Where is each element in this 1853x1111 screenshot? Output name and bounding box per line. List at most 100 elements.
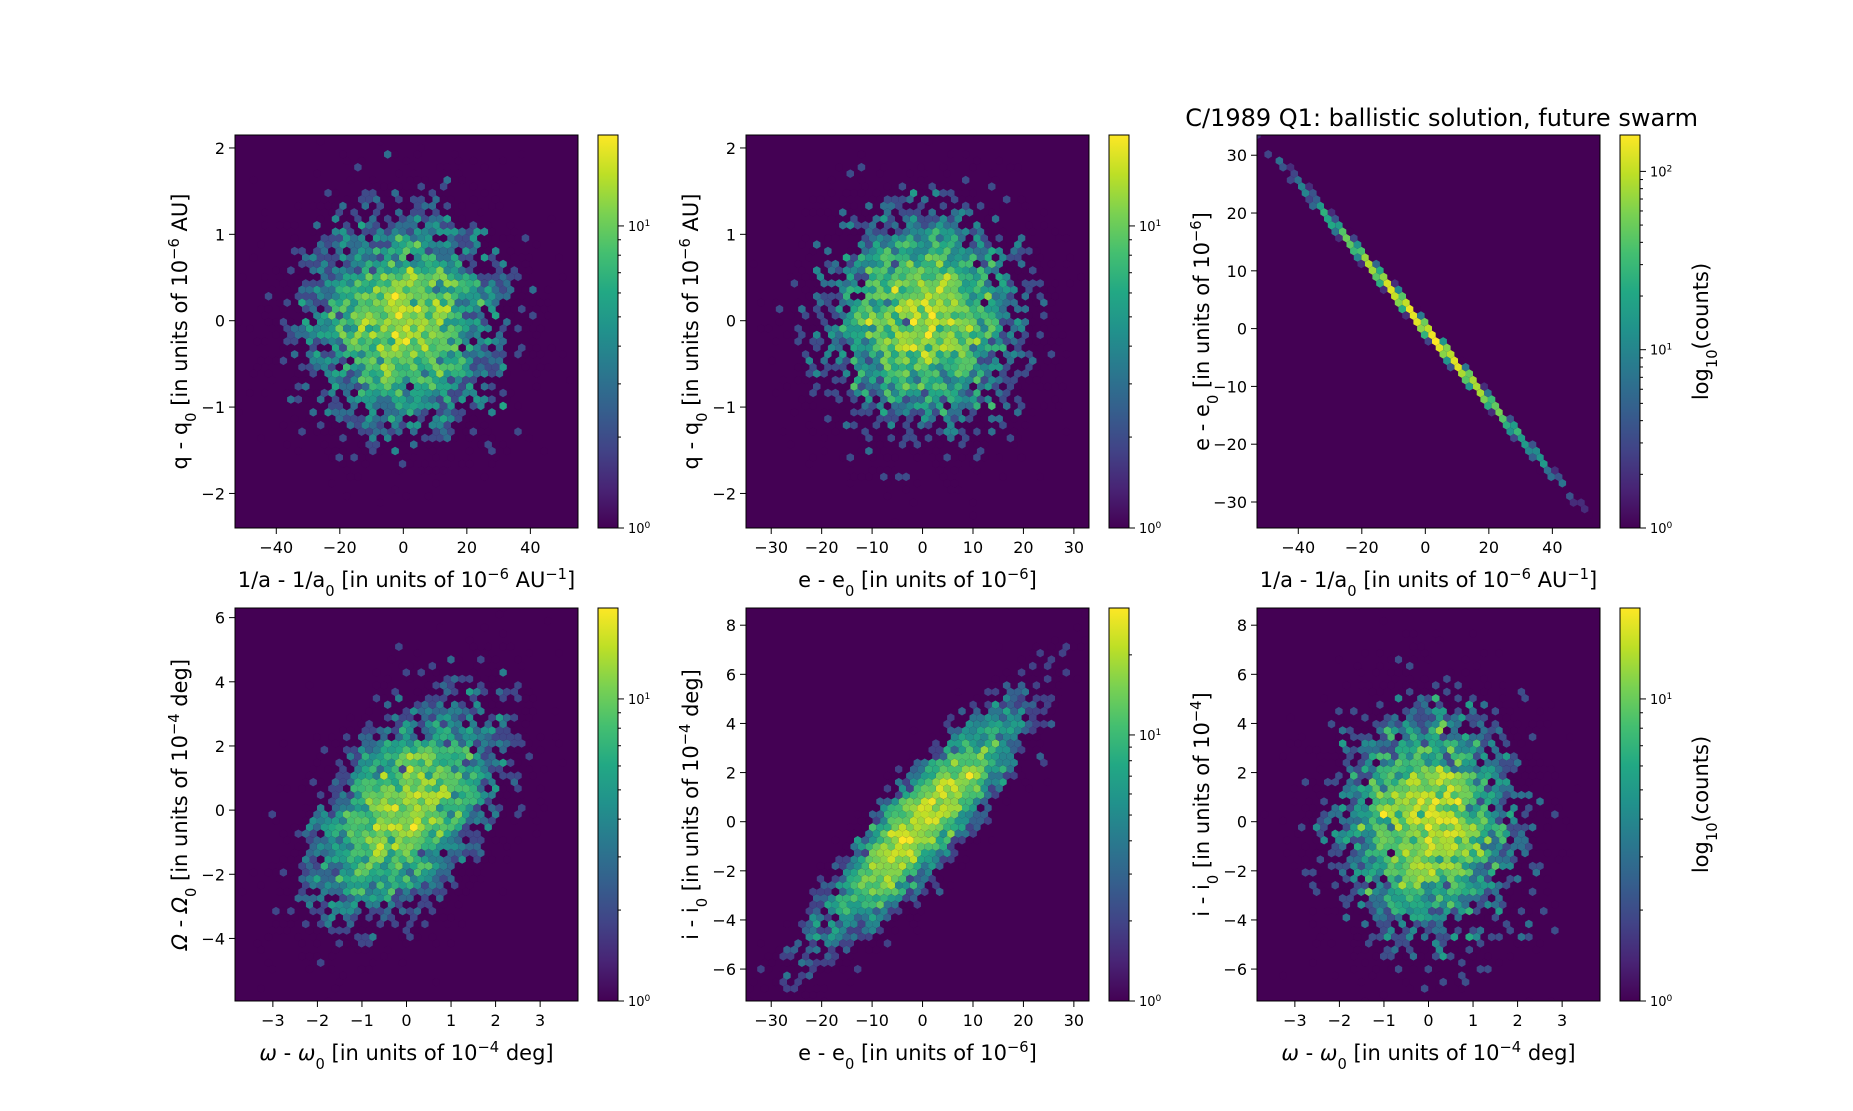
hex-bin <box>1017 668 1026 677</box>
hex-bin <box>316 279 325 288</box>
hex-bin <box>447 272 455 282</box>
hex-bin <box>988 706 996 716</box>
hex-bin <box>947 433 955 443</box>
hex-bin <box>921 414 929 424</box>
hex-bin <box>443 240 451 249</box>
hex-bin <box>391 150 399 159</box>
hex-bin <box>428 317 437 327</box>
hex-bin <box>891 311 899 320</box>
hex-bin <box>1417 848 1425 858</box>
hex-bin <box>313 861 321 871</box>
hex-bin <box>1517 855 1526 864</box>
hex-bin <box>984 291 992 301</box>
hex-bin <box>451 855 459 864</box>
hex-bin <box>1480 395 1488 404</box>
hex-bin <box>428 266 437 275</box>
hex-bin <box>544 616 552 626</box>
hex-bin <box>402 491 410 501</box>
hex-bin <box>480 700 489 709</box>
hex-bin <box>1454 861 1462 871</box>
hex-bin <box>443 459 451 469</box>
hex-bin <box>827 188 836 198</box>
hex-bin <box>421 765 429 774</box>
hex-bin <box>880 201 888 211</box>
hex-bin <box>980 135 989 140</box>
hex-bin <box>1461 887 1470 897</box>
hex-bin <box>421 266 429 275</box>
hex-bin <box>283 784 291 793</box>
hex-bin <box>820 330 828 340</box>
hex-bin <box>376 356 384 366</box>
hex-bin <box>939 279 948 288</box>
hex-bin <box>932 395 940 404</box>
hex-bin <box>809 990 817 1000</box>
hex-bin <box>372 285 381 295</box>
hex-bin <box>898 246 907 256</box>
hex-bin <box>417 182 425 191</box>
hex-bin <box>1417 900 1425 909</box>
hex-bin <box>499 694 507 703</box>
hex-bin <box>462 221 470 230</box>
hex-bin <box>969 511 977 520</box>
hex-bin <box>1331 227 1339 237</box>
hex-bin <box>1394 719 1403 729</box>
hex-bin <box>290 375 299 385</box>
hex-bin <box>1432 874 1440 884</box>
hex-bin <box>510 713 518 722</box>
hex-bin <box>1495 648 1503 658</box>
hex-bin <box>410 758 418 768</box>
hex-bin <box>331 855 340 864</box>
hex-bin <box>465 356 474 366</box>
hex-bin <box>428 395 437 404</box>
hex-bin <box>779 427 787 436</box>
hex-bin <box>276 926 284 935</box>
hex-bin <box>1413 842 1421 851</box>
hex-bin <box>932 868 940 877</box>
hex-bin <box>544 362 552 372</box>
hex-bin <box>865 919 873 929</box>
hex-bin <box>842 304 851 314</box>
hex-bin <box>495 726 504 735</box>
hex-bin <box>999 356 1007 366</box>
hex-bin <box>313 758 321 768</box>
hex-bin <box>331 356 340 366</box>
hex-bin <box>827 958 836 967</box>
hex-bin <box>913 479 921 488</box>
hex-bin <box>413 739 422 748</box>
hex-bin <box>846 479 854 488</box>
hex-bin <box>1017 719 1026 729</box>
hex-bin <box>432 848 440 858</box>
hex-bin <box>477 706 485 716</box>
hex-bin <box>857 472 866 482</box>
hex-bin <box>354 803 362 813</box>
hex-bin <box>1062 233 1070 243</box>
hex-bin <box>313 298 321 307</box>
hex-bin <box>857 369 866 378</box>
hex-bin <box>357 362 366 372</box>
hex-bin <box>962 726 970 735</box>
hex-bin <box>316 266 325 275</box>
hex-bin <box>857 175 866 185</box>
hex-bin <box>447 362 455 372</box>
hex-bin <box>495 201 504 211</box>
hex-bin <box>361 408 370 417</box>
hex-bin <box>1420 790 1429 800</box>
hex-bin <box>913 298 921 307</box>
hex-bin <box>324 446 332 456</box>
hex-bin <box>991 420 1000 430</box>
hex-bin <box>898 887 907 897</box>
hex-bin <box>328 195 336 204</box>
hex-bin <box>313 324 321 333</box>
hex-bin <box>1409 771 1418 780</box>
hex-bin <box>1357 259 1365 269</box>
hex-bin <box>906 195 914 204</box>
hex-bin <box>850 214 858 224</box>
hex-bin <box>995 732 1003 742</box>
hex-bin <box>391 829 399 838</box>
hex-bin <box>976 700 985 709</box>
hex-bin <box>458 356 466 366</box>
